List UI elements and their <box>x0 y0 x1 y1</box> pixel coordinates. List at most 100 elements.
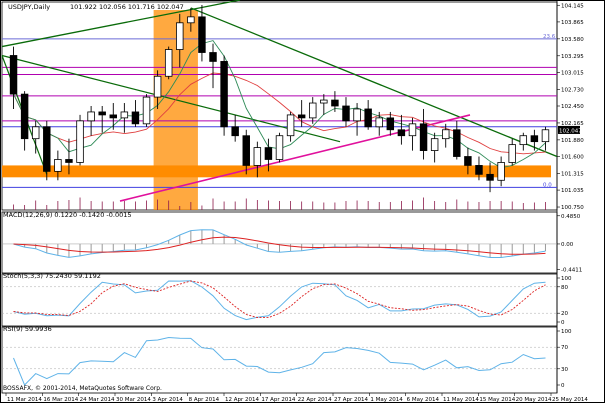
rsi-tick-label: 0 <box>561 383 565 389</box>
x-tick-label: 11 Mar 2014 <box>7 397 42 403</box>
candle-body <box>441 129 450 140</box>
x-tick-label: 17 Apr 2014 <box>261 397 296 403</box>
x-tick-label: 25 May 2014 <box>552 397 588 403</box>
candle-body <box>109 114 117 119</box>
rsi-tick-label: 30 <box>561 367 568 373</box>
candle-body <box>231 126 239 137</box>
candle-body <box>397 129 406 137</box>
candle-body <box>353 108 361 122</box>
price-tick-label: 103.295 <box>561 54 584 60</box>
x-tick-label: 27 Apr 2014 <box>334 397 369 403</box>
price-tick-label: 101.600 <box>561 155 584 161</box>
candle-body <box>286 114 295 137</box>
candle-body <box>419 123 428 151</box>
x-tick-label: 22 Apr 2014 <box>298 397 333 403</box>
candle-body <box>519 135 528 146</box>
price-tick-label: 103.015 <box>561 70 584 76</box>
x-tick-label: 30 Mar 2014 <box>116 397 151 403</box>
macd-signal-line <box>13 236 546 255</box>
price-tick-label: 101.035 <box>561 188 584 194</box>
symbol-label: USDJPY,Daily <box>8 3 50 11</box>
current-price-box <box>558 125 580 134</box>
candle-body <box>453 129 461 157</box>
candle-body <box>530 135 539 143</box>
stoch-tick-label: 100 <box>561 276 572 282</box>
x-tick-label: 12 Apr 2014 <box>225 397 260 403</box>
stoch-main-line <box>13 280 546 321</box>
candle-body <box>209 52 217 62</box>
macd-tick-label: 0.00 <box>561 242 574 248</box>
price-tick-label: 102.450 <box>561 104 584 110</box>
candle-body <box>142 96 151 125</box>
macd-label: MACD(12,26,9) 0.1220 -0.1420 -0.0015 <box>3 211 132 219</box>
candle-body <box>65 159 73 163</box>
x-tick-label: 1 May 2014 <box>370 397 403 403</box>
candle-body <box>541 129 550 143</box>
candle-body <box>43 126 51 172</box>
candle-body <box>76 120 84 163</box>
candle-body <box>486 173 494 181</box>
stoch-label: Stoch(5,3,3) 75.2430 59.1192 <box>3 272 101 280</box>
candle-body <box>20 93 29 140</box>
x-tick-label: 6 May 2014 <box>407 397 440 403</box>
rsi-line <box>13 336 546 386</box>
x-tick-label: 16 Mar 2014 <box>43 397 78 403</box>
price-tick-label: 104.145 <box>561 3 584 9</box>
trendline-green-down <box>190 7 558 158</box>
candle-body <box>164 49 173 77</box>
candle-body <box>120 111 129 119</box>
candle-body <box>242 135 250 166</box>
candle-body <box>198 16 206 53</box>
candle-body <box>430 138 439 151</box>
x-tick-label: 8 Apr 2014 <box>189 397 220 403</box>
level-label: 23.6 <box>543 34 556 40</box>
x-tick-label: 11 May 2014 <box>443 397 479 403</box>
candle-body <box>87 111 95 122</box>
candle-body <box>309 102 317 119</box>
price-tick-label: 103.865 <box>561 20 584 26</box>
trendline-green-channel <box>1 54 341 143</box>
macd-tick-label: 0.4850 <box>561 214 581 220</box>
candle-body <box>320 99 328 104</box>
candle-body <box>386 117 395 131</box>
x-tick-label: 20 May 2014 <box>516 397 552 403</box>
candle-body <box>31 126 40 140</box>
candle-body <box>375 117 383 128</box>
candle-body <box>342 105 350 122</box>
candle-body <box>464 156 472 166</box>
stoch-tick-label: 20 <box>561 311 568 317</box>
copyright: BOSSAFX, © 2001-2014, MetaQuotes Softwar… <box>3 385 162 392</box>
level-label: 0.0 <box>543 182 552 188</box>
candle-body <box>131 111 140 125</box>
price-tick-label: 101.315 <box>561 171 584 177</box>
price-tick-label: 101.880 <box>561 138 584 144</box>
candle-body <box>408 123 417 137</box>
rsi-label: RSI(9) 59.9936 <box>3 325 52 333</box>
candle-body <box>475 165 483 175</box>
macd-tick-label: -0.4411 <box>561 268 582 274</box>
candle-body <box>176 22 184 50</box>
candle-body <box>264 147 273 160</box>
candle-body <box>331 99 339 107</box>
candle-body <box>220 61 228 128</box>
price-tick-label: 102.730 <box>561 87 584 93</box>
candle-body <box>275 135 284 160</box>
price-tick-label: 103.580 <box>561 37 584 43</box>
current-price-label: 102.047 <box>559 128 582 134</box>
stoch-tick-label: 80 <box>561 285 568 291</box>
candle-body <box>9 55 18 95</box>
ohlc-values: 101.922 102.056 101.716 102.047 <box>70 3 184 11</box>
x-tick-label: 15 May 2014 <box>479 397 515 403</box>
price-tick-label: 100.750 <box>561 205 584 211</box>
support-zone <box>2 165 551 178</box>
trendline-green-up <box>1 0 241 48</box>
candle-body <box>153 75 162 98</box>
rsi-tick-label: 70 <box>561 345 568 351</box>
x-tick-label: 3 Apr 2014 <box>152 397 183 403</box>
candle-body <box>253 147 262 166</box>
candle-body <box>497 162 505 181</box>
candle-body <box>364 108 372 128</box>
highlight-column <box>153 10 198 210</box>
x-tick-label: 24 Mar 2014 <box>80 397 115 403</box>
